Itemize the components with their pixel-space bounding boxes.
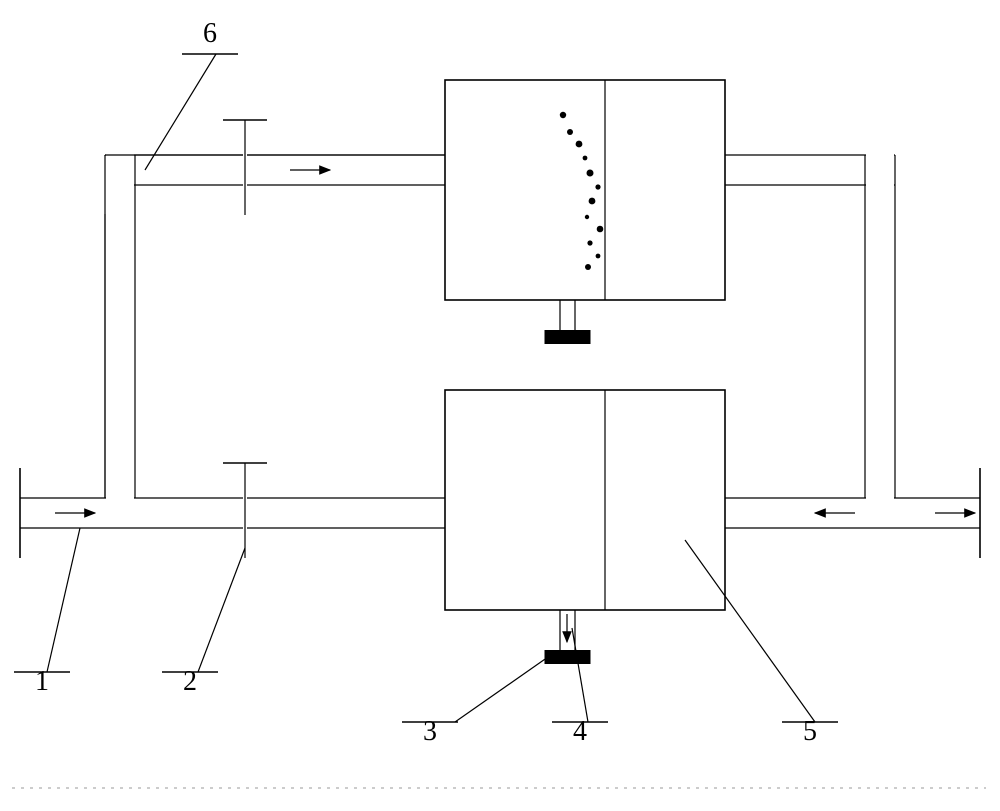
misc-group <box>12 120 986 788</box>
pipes-group <box>20 154 980 612</box>
bubble-10 <box>596 254 601 259</box>
leader-l3 <box>455 657 548 722</box>
leader-l4 <box>572 628 588 722</box>
bubble-6 <box>589 198 596 205</box>
bubble-9 <box>587 240 592 245</box>
bubble-1 <box>567 129 573 135</box>
bubbles-group <box>560 112 604 270</box>
leader-l2 <box>198 548 245 672</box>
bubble-5 <box>595 184 600 189</box>
bubble-11 <box>585 264 591 270</box>
bubble-4 <box>587 170 594 177</box>
leader-l5 <box>685 540 815 722</box>
callout-label-l5: 5 <box>803 716 817 747</box>
leader-l6 <box>145 54 216 170</box>
bubble-0 <box>560 112 566 118</box>
leader-l1 <box>47 528 80 672</box>
lower-drain-plug <box>545 650 591 664</box>
callout-label-l3: 3 <box>423 716 437 747</box>
bubble-8 <box>597 226 604 233</box>
labels-group: 1 2 3 4 5 6 <box>35 18 817 747</box>
arrows-group <box>55 170 975 642</box>
schematic-diagram: 1 2 3 4 5 6 <box>0 0 1000 811</box>
bubble-2 <box>576 141 583 148</box>
callout-label-l6: 6 <box>203 18 217 49</box>
callout-label-l2: 2 <box>183 666 197 697</box>
callout-label-l1: 1 <box>35 666 49 697</box>
leader-lines-group <box>14 54 838 722</box>
lower-chamber <box>445 390 725 610</box>
bubble-3 <box>583 156 588 161</box>
callout-label-l4: 4 <box>573 716 587 747</box>
bubble-7 <box>585 215 589 219</box>
upper-drain-plug <box>545 330 591 344</box>
